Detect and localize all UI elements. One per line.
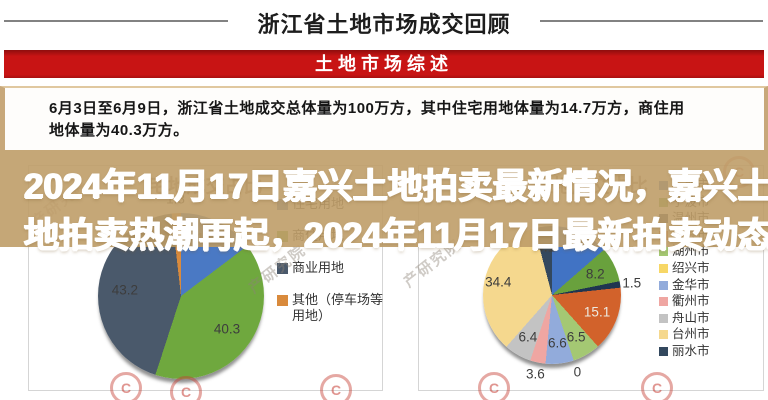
legend-label: 舟山市 — [672, 310, 710, 325]
legend-item: 金华市 — [659, 278, 759, 295]
legend-swatch — [659, 313, 668, 323]
ring-c-glyph: C — [330, 382, 342, 398]
legend-label: 绍兴市 — [672, 260, 710, 275]
pie-value-label: 6.4 — [518, 329, 538, 345]
legend-swatch — [659, 346, 668, 356]
legend-swatch — [659, 330, 668, 340]
legend-label: 商业用地 — [292, 260, 345, 275]
legend-item: 台州市 — [659, 327, 759, 344]
legend-item: 衢州市 — [659, 294, 759, 311]
legend-item: 商业用地 — [277, 260, 383, 292]
legend-item: 丽水市 — [659, 344, 759, 361]
pie-value-label: 8.2 — [585, 266, 605, 282]
pie-value-label: 0 — [573, 364, 582, 380]
watermark-ring-logo: C — [320, 374, 352, 400]
pie-value-label: 6.6 — [548, 335, 567, 351]
pie-value-label: 3.6 — [525, 366, 545, 382]
legend-label: 台州市 — [672, 327, 710, 342]
pie-value-label: 6.5 — [566, 329, 586, 345]
page-title: 浙江省土地市场成交回顾 — [257, 12, 511, 37]
summary-line-1: 6月3日至6月9日，浙江省土地成交总体量为100万方，其中住宅用地体量为14.7… — [49, 100, 685, 117]
ring-c-glyph: C — [488, 380, 500, 396]
legend-item: 舟山市 — [659, 311, 759, 328]
legend-item: 其他（停车场等用地） — [277, 292, 383, 324]
ring-c-glyph: C — [180, 384, 192, 400]
summary-line-2: 地体量为40.3万方。 — [49, 122, 189, 139]
legend-item: 绍兴市 — [659, 261, 759, 278]
legend-swatch — [659, 247, 668, 257]
watermark-ring-logo: C — [110, 372, 142, 400]
legend-label: 湖州市 — [672, 244, 710, 259]
pie-value-label: 15.1 — [583, 304, 611, 320]
legend-label: 金华市 — [672, 277, 710, 292]
legend-label: 丽水市 — [672, 343, 710, 358]
legend-swatch — [659, 280, 668, 290]
section-banner: 土地市场综述 — [4, 50, 764, 78]
legend-swatch — [277, 263, 288, 274]
legend-swatch — [277, 295, 288, 306]
legend-label: 衢州市 — [672, 294, 710, 309]
header-rule-left — [4, 20, 228, 22]
legend-swatch — [659, 297, 668, 307]
ring-c-glyph: C — [651, 380, 663, 396]
header-rule-right — [540, 20, 763, 22]
legend-label: 其他（停车场等用地） — [292, 292, 384, 323]
pie-disc — [483, 226, 621, 364]
caption-line-1: 2024年11月17日嘉兴土地拍卖最新情况，嘉兴土 — [24, 167, 768, 206]
legend-swatch — [659, 263, 668, 273]
caption-overlay: 2024年11月17日嘉兴土地拍卖最新情况，嘉兴土 地拍卖热潮再起，2024年1… — [0, 150, 768, 255]
pie-value-label: 1.5 — [622, 275, 642, 291]
caption-line-2: 地拍卖热潮再起，2024年11月17日最新拍卖动态 — [24, 216, 768, 255]
watermark-ring-logo: C — [170, 376, 202, 400]
watermark-ring-logo: C — [478, 372, 510, 400]
watermark-ring-logo: C — [641, 372, 673, 400]
legend-item: 湖州市 — [659, 244, 759, 261]
ring-c-glyph: C — [120, 380, 132, 396]
pie-value-label: 34.4 — [485, 274, 512, 290]
pie-value-label: 43.2 — [111, 282, 138, 298]
pie-value-label: 40.3 — [213, 321, 241, 337]
summary-box: 6月3日至6月9日，浙江省土地成交总体量为100万方，其中住宅用地体量为14.7… — [0, 86, 768, 150]
